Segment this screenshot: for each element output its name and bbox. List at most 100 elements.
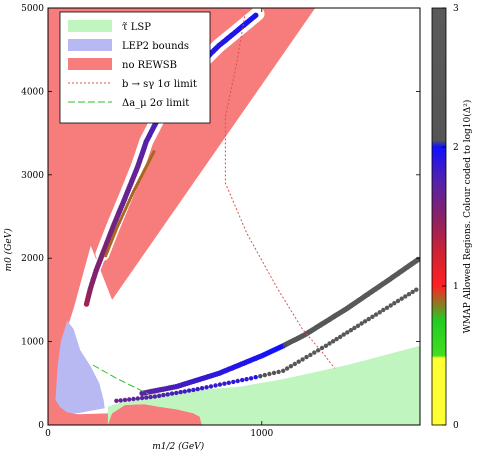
wmap-point xyxy=(395,298,401,304)
wmap-point xyxy=(231,379,236,385)
x-axis-label: m1/2 (GeV) xyxy=(152,441,204,452)
wmap-point xyxy=(213,383,218,388)
wmap-point xyxy=(392,301,397,306)
wmap-point xyxy=(296,359,301,364)
y-tick-label: 3000 xyxy=(21,171,44,181)
wmap-point xyxy=(384,305,390,310)
wmap-point xyxy=(127,397,132,402)
wmap-point xyxy=(304,354,309,360)
wmap-point xyxy=(235,378,240,384)
wmap-point xyxy=(253,12,259,18)
wmap-point xyxy=(118,398,123,403)
wmap-point xyxy=(253,375,258,380)
wmap-point xyxy=(148,394,153,400)
wmap-point xyxy=(204,385,209,390)
x-tick-label: 0 xyxy=(45,429,51,439)
wmap-point xyxy=(355,323,361,328)
wmap-point xyxy=(406,292,412,297)
wmap-point xyxy=(377,310,382,315)
wmap-point xyxy=(330,339,336,344)
legend-entry-0-label: τ̃ LSP xyxy=(122,22,151,33)
wmap-point xyxy=(191,387,196,393)
limits-layer xyxy=(92,16,335,395)
wmap-point xyxy=(157,393,162,399)
wmap-point xyxy=(248,376,254,381)
wmap-point xyxy=(178,389,183,395)
legend-entry-1-label: LEP2 bounds xyxy=(122,41,189,52)
colorbar: 0 1 2 3 WMAP Allowed Regions. Colour coded … xyxy=(431,4,473,431)
wmap-point xyxy=(370,314,375,319)
legend: τ̃ LSP LEP2 bounds no REWSB b → sγ 1σ limit… xyxy=(59,11,211,124)
wmap-point xyxy=(410,289,415,295)
region-lep2-bounds xyxy=(55,320,105,414)
colorbar-label: WMAP Allowed Regions. Colour coded to lo… xyxy=(462,100,473,334)
colorbar-tick-label: 2 xyxy=(453,143,459,153)
wmap-point xyxy=(217,382,223,387)
wmap-point xyxy=(403,294,408,299)
wmap-point xyxy=(131,396,136,402)
wmap-point xyxy=(122,397,128,403)
wmap-point xyxy=(352,325,357,331)
wmap-point xyxy=(271,370,277,376)
wmap-point xyxy=(144,395,149,400)
wmap-point xyxy=(292,361,297,367)
wmap-point xyxy=(348,328,354,333)
wmap-point xyxy=(139,395,145,401)
wmap-point xyxy=(208,384,214,389)
wmap-point xyxy=(169,391,175,396)
wmap-point xyxy=(414,287,419,292)
wmap-point xyxy=(308,352,313,358)
wmap-point xyxy=(99,253,105,259)
wmap-point xyxy=(399,296,404,301)
wmap-point xyxy=(281,368,286,373)
axis-ticks: 0 1000 0 1000 2000 3000 4000 5000 xyxy=(21,4,420,439)
wmap-point xyxy=(182,389,187,394)
y-tick-label: 5000 xyxy=(21,4,44,14)
limit--a-2-limit xyxy=(92,364,149,395)
wmap-point xyxy=(258,374,263,379)
wmap-point xyxy=(334,336,339,342)
wmap-point xyxy=(381,307,386,313)
wmap-point xyxy=(373,312,379,317)
wmap-point xyxy=(338,334,343,340)
wmap-point xyxy=(195,386,200,392)
wmap-point xyxy=(267,371,272,377)
wmap-point xyxy=(345,330,350,335)
wmap-point xyxy=(323,343,329,348)
colorbar-tick-label: 3 xyxy=(453,4,459,14)
wmap-point xyxy=(135,396,140,401)
wmap-point xyxy=(165,392,170,397)
legend-entry-3-label: b → sγ 1σ limit xyxy=(122,79,197,90)
wmap-point xyxy=(152,394,158,399)
wmap-point xyxy=(262,372,267,378)
wmap-point xyxy=(161,392,166,398)
wmap-point xyxy=(312,350,317,355)
colorbar-tick-label: 0 xyxy=(453,421,459,431)
wmap-point xyxy=(341,332,346,337)
legend-entry-1-swatch xyxy=(68,39,112,51)
wmap-point xyxy=(359,321,364,326)
colorbar-tick-label: 1 xyxy=(453,282,459,292)
wmap-point xyxy=(362,319,368,324)
wmap-point xyxy=(226,380,231,385)
wmap-point xyxy=(319,345,325,351)
x-tick-label: 1000 xyxy=(250,429,273,439)
wmap-point xyxy=(300,357,305,362)
wmap-point xyxy=(152,150,156,154)
region--lsp xyxy=(107,345,420,425)
wmap-point xyxy=(186,388,192,393)
legend-entry-2-swatch xyxy=(68,58,112,70)
wmap-point xyxy=(174,390,179,396)
y-tick-label: 0 xyxy=(38,421,44,431)
wmap-point xyxy=(284,366,290,371)
wmap-point xyxy=(388,303,393,308)
wmap-point xyxy=(276,369,281,375)
y-tick-label: 1000 xyxy=(21,338,44,348)
y-axis-label: m0 (GeV) xyxy=(3,228,14,272)
plot-frame xyxy=(47,7,421,426)
colorbar-bar xyxy=(431,7,447,426)
wmap-point xyxy=(327,341,332,346)
y-tick-label: 2000 xyxy=(21,254,44,264)
wmap-point xyxy=(199,386,205,391)
